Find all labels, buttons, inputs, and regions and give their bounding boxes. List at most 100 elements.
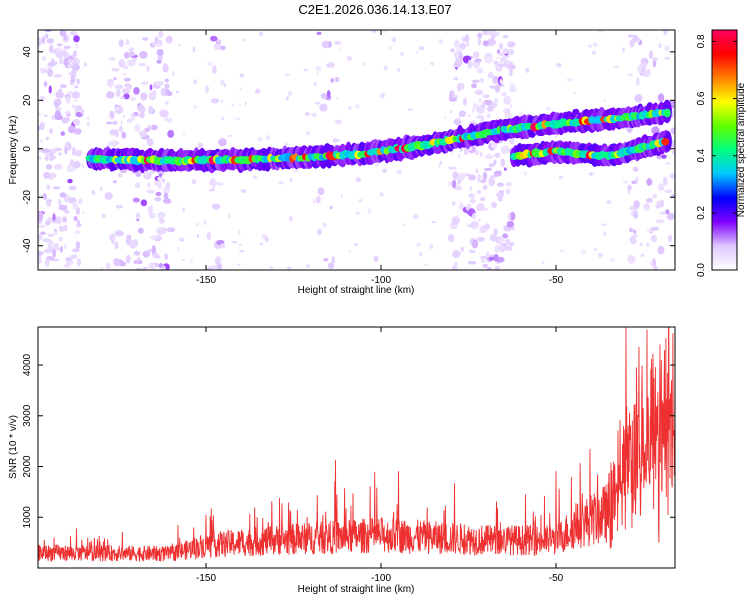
noise-speckle: [484, 55, 494, 64]
noise-speckle: [231, 103, 234, 107]
noise-speckle: [467, 260, 477, 265]
noise-speckle: [458, 154, 461, 158]
noise-speckle: [330, 78, 335, 83]
noise-speckle: [149, 205, 153, 208]
noise-speckle: [70, 81, 74, 86]
noise-speckle: [161, 265, 166, 270]
noise-speckle: [447, 180, 452, 187]
noise-speckle: [63, 244, 68, 250]
noise-speckle: [75, 128, 82, 134]
noise-speckle: [489, 85, 499, 89]
noise-speckle: [118, 59, 126, 68]
noise-speckle: [491, 102, 498, 109]
noise-speckle: [241, 38, 246, 42]
noise-speckle: [75, 240, 81, 250]
noise-speckle: [63, 35, 67, 41]
noise-speckle: [500, 158, 506, 168]
noise-speckle: [52, 186, 61, 190]
noise-speckle: [220, 79, 225, 86]
noise-speckle: [312, 198, 316, 204]
noise-speckle: [182, 258, 185, 261]
noise-speckle: [657, 245, 665, 255]
noise-speckle: [315, 65, 322, 72]
noise-speckle: [71, 248, 80, 253]
noise-speckle: [115, 129, 119, 138]
noise-speckle: [492, 75, 499, 85]
noise-speckle: [452, 250, 461, 258]
noise-speckle: [627, 189, 631, 195]
noise-speckle: [134, 182, 141, 189]
noise-speckle: [73, 215, 78, 222]
noise-speckle: [476, 203, 485, 212]
noise-speckle: [323, 257, 329, 262]
noise-speckle: [416, 242, 422, 247]
noise-speckle: [119, 96, 125, 100]
noise-speckle: [42, 238, 51, 243]
noise-speckle: [156, 59, 162, 64]
snr-x-tick-label: -50: [549, 573, 564, 584]
noise-speckle: [81, 163, 84, 170]
noise-speckle: [147, 182, 151, 188]
noise-speckle: [122, 88, 131, 95]
noise-speckle: [322, 222, 327, 228]
noise-speckle: [501, 92, 507, 97]
noise-speckle: [107, 79, 115, 82]
noise-speckle: [67, 63, 73, 68]
noise-speckle: [646, 242, 650, 247]
noise-speckle: [332, 138, 337, 143]
noise-speckle: [41, 55, 46, 62]
figure-title: C2E1.2026.036.14.13.E07: [298, 2, 451, 17]
noise-speckle: [648, 50, 654, 60]
noise-speckle: [61, 117, 69, 124]
noise-speckle: [632, 229, 637, 235]
noise-speckle: [134, 124, 141, 132]
noise-speckle: [580, 250, 587, 255]
noise-speckle: [87, 116, 90, 121]
noise-speckle: [123, 51, 130, 59]
noise-speckle: [140, 199, 148, 207]
noise-speckle: [41, 37, 45, 44]
noise-speckle: [148, 262, 156, 270]
noise-speckle: [216, 39, 222, 43]
noise-speckle: [292, 169, 299, 173]
noise-speckle: [46, 201, 51, 207]
noise-speckle: [59, 84, 67, 89]
noise-speckle: [635, 176, 639, 185]
noise-speckle: [603, 232, 607, 236]
noise-speckle: [40, 138, 43, 144]
noise-speckle: [133, 87, 140, 95]
noise-speckle: [663, 30, 668, 36]
colorbar-tick-label: 0.4: [696, 148, 707, 162]
noise-speckle: [111, 139, 116, 143]
spectrogram-panel: -150 -100 -50 -40 -20 0 20 40 Height of straig…: [8, 29, 676, 296]
noise-speckle: [416, 50, 419, 54]
noise-speckle: [133, 250, 141, 256]
noise-speckle: [371, 30, 377, 34]
noise-speckle: [159, 110, 169, 118]
noise-speckle: [72, 200, 78, 210]
noise-speckle: [498, 190, 505, 194]
noise-speckle: [53, 231, 58, 236]
noise-speckle: [306, 130, 311, 136]
noise-speckle: [457, 117, 461, 122]
noise-speckle: [483, 99, 493, 106]
noise-speckle: [259, 31, 264, 37]
noise-speckle: [635, 77, 640, 86]
noise-speckle: [59, 55, 63, 65]
noise-speckle: [659, 211, 667, 215]
noise-speckle: [113, 76, 117, 81]
snr-plot-area: [38, 327, 675, 562]
noise-speckle: [45, 199, 50, 201]
noise-speckle: [146, 189, 156, 194]
noise-speckle: [122, 114, 125, 119]
noise-speckle: [488, 163, 495, 168]
snr-x-tick-label: -150: [196, 573, 216, 584]
noise-speckle: [215, 182, 224, 186]
noise-speckle: [77, 219, 81, 227]
noise-speckle: [453, 76, 459, 81]
snr-series-line: [38, 327, 675, 562]
noise-speckle: [665, 209, 670, 215]
noise-speckle: [142, 266, 148, 270]
noise-speckle: [388, 46, 392, 50]
noise-speckle: [38, 112, 42, 116]
